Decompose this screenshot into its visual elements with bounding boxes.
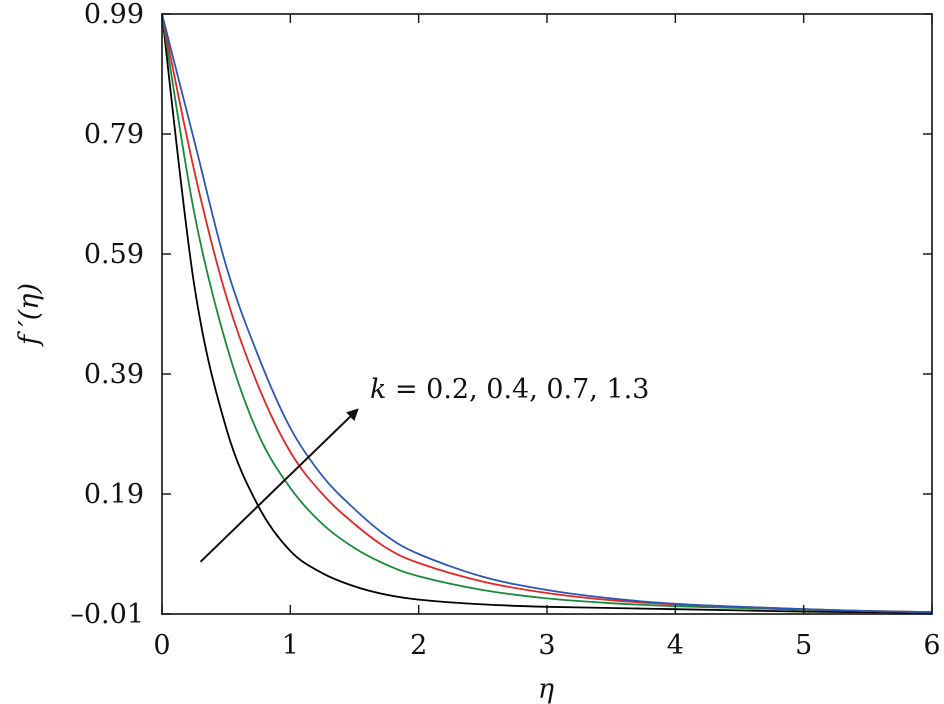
series-layer bbox=[161, 13, 933, 614]
annotation-symbol: k bbox=[370, 374, 386, 405]
x-tick-label: 2 bbox=[410, 630, 427, 661]
annotation-arrow bbox=[199, 408, 359, 563]
series-line-1 bbox=[161, 13, 933, 614]
y-tick-label: 0.59 bbox=[84, 239, 144, 270]
series-line-0 bbox=[161, 13, 933, 614]
y-tick-label: –0.01 bbox=[70, 599, 144, 630]
x-tick-label: 6 bbox=[923, 630, 940, 661]
annotation-label: k = 0.2, 0.4, 0.7, 1.3 bbox=[370, 374, 649, 405]
x-tick-label: 3 bbox=[538, 630, 555, 661]
y-tick-label: 0.39 bbox=[84, 359, 144, 390]
y-tick-label: 0.19 bbox=[84, 479, 144, 510]
x-tick-label: 1 bbox=[282, 630, 299, 661]
plot-frame bbox=[161, 13, 933, 615]
x-tick-label: 0 bbox=[153, 630, 170, 661]
x-axis-label: η bbox=[538, 674, 554, 704]
annotation-layer: k = 0.2, 0.4, 0.7, 1.3 bbox=[199, 374, 649, 563]
axes-layer: 0 1 2 3 4 5 6 –0.01 0.19 0.39 0.59 0.79 0.99 η f ′(η) bbox=[14, 0, 941, 704]
x-tick-label: 4 bbox=[667, 630, 684, 661]
y-tick-label: 0.99 bbox=[84, 0, 144, 30]
series-line-2 bbox=[161, 13, 933, 614]
y-axis-label: f ′(η) bbox=[14, 283, 45, 347]
x-tick-label: 5 bbox=[795, 630, 812, 661]
annotation-values: = 0.2, 0.4, 0.7, 1.3 bbox=[386, 374, 649, 405]
y-tick-label: 0.79 bbox=[84, 119, 144, 150]
series-line-3 bbox=[161, 13, 933, 614]
